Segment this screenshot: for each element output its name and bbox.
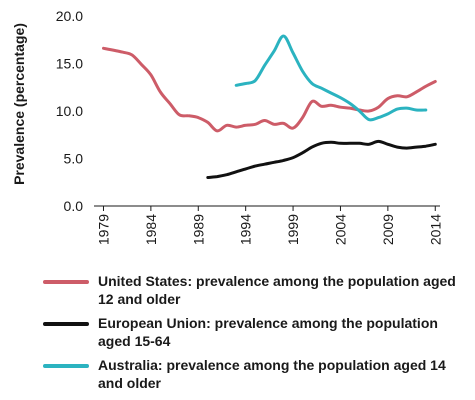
line-chart: Prevalence (percentage) 0.0 5.0 10.0 15.0 20… [11, 8, 443, 245]
y-tick-label: 15.0 [56, 56, 83, 72]
legend-item-australia: Australia: prevalence among the populati… [40, 356, 470, 392]
y-tick-label: 20.0 [56, 8, 83, 24]
legend-swatch-united-states [43, 280, 89, 284]
x-ticks: 1979 1984 1989 1994 1999 2004 2009 2014 [95, 206, 443, 245]
x-tick-label: 2014 [427, 214, 443, 245]
legend-label-united-states: United States: prevalence among the popu… [98, 273, 456, 307]
legend-item-united-states: United States: prevalence among the popu… [40, 272, 470, 308]
x-tick-label: 1984 [143, 214, 159, 245]
series-line-australia [234, 34, 428, 122]
y-tick-label: 0.0 [64, 198, 84, 214]
legend-swatch-european-union [43, 322, 89, 326]
x-tick-label: 2009 [380, 214, 396, 245]
x-tick-label: 2004 [332, 214, 348, 245]
x-tick-label: 1994 [238, 214, 254, 245]
legend-item-european-union: European Union: prevalence among the pop… [40, 314, 470, 350]
y-ticks: 0.0 5.0 10.0 15.0 20.0 [56, 8, 83, 214]
legend-swatch-australia [43, 364, 89, 368]
series-lines [102, 34, 437, 179]
y-axis-title: Prevalence (percentage) [11, 23, 27, 185]
legend: United States: prevalence among the popu… [40, 272, 470, 398]
y-tick-label: 10.0 [56, 103, 83, 119]
y-axis-title-group: Prevalence (percentage) [11, 23, 27, 185]
series-line-european-union [206, 139, 437, 179]
y-tick-label: 5.0 [64, 151, 84, 167]
legend-label-european-union: European Union: prevalence among the pop… [98, 315, 438, 349]
series-line-united-states [102, 46, 437, 133]
legend-label-australia: Australia: prevalence among the populati… [98, 357, 446, 391]
x-tick-label: 1999 [285, 214, 301, 245]
x-tick-label: 1979 [95, 214, 111, 245]
x-tick-label: 1989 [190, 214, 206, 245]
